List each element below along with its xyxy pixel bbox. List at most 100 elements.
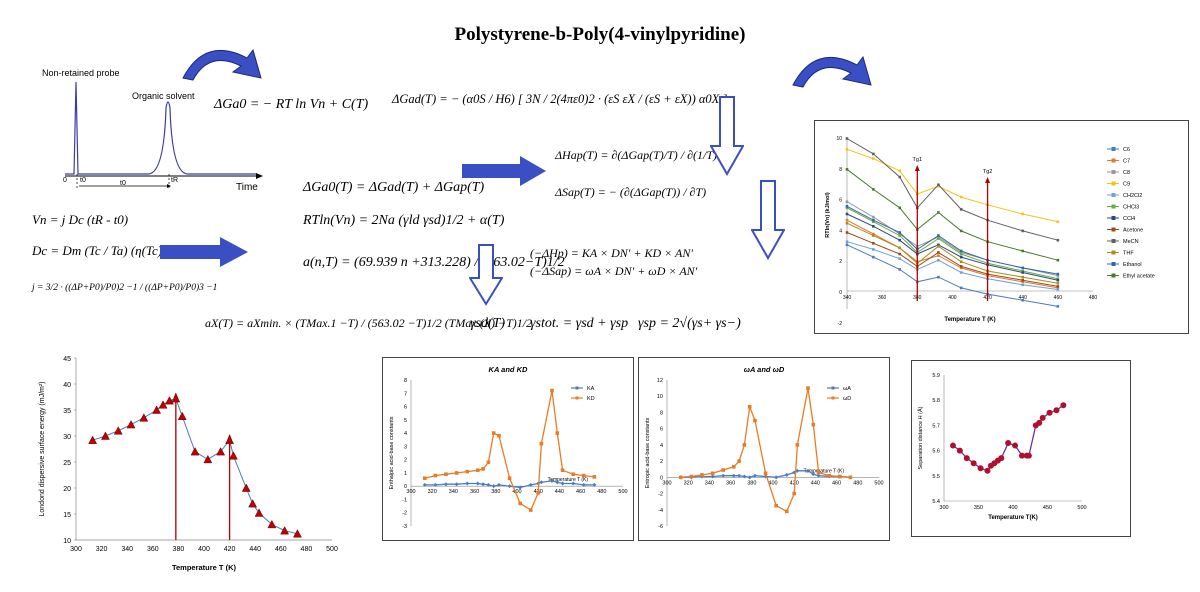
x-tick-label: 350 [974,505,983,511]
y-tick-label: 5.7 [932,423,940,429]
data-point [1053,407,1060,414]
series-point [827,473,831,478]
data-point [126,420,136,429]
x-tick-label: 440 [811,480,820,486]
eq-gibbs-total: ΔGa0 = − RT ln Vn + C(T) [214,97,369,112]
series-point [937,258,940,262]
chrom-t0-mark: t0 [80,177,86,184]
series-point [959,252,963,256]
series-point [560,468,565,473]
y-tick-label: 8 [660,410,663,416]
series-point [937,183,940,187]
series-point [816,470,821,475]
kakd-chart-panel: KA and KD -3 -2 -1 0 1 2 3 4 5 6 7 8 300 320 340 360 380 4… [382,357,634,541]
series-point [491,431,496,435]
series-point [898,246,902,250]
series-point [872,188,875,191]
series-point [1021,212,1025,216]
series-point [937,211,940,214]
block-arrow-right-1 [160,237,248,267]
x-tick-label: 340 [843,295,852,301]
series-point [898,169,902,173]
data-point [1039,414,1046,421]
series-point [774,503,778,508]
legend-label: C8 [1123,170,1130,176]
data-point [171,394,181,403]
series-point [898,231,902,234]
data-point [293,529,302,538]
x-tick-label: 460 [576,489,585,495]
y-tick-label: 0 [404,484,407,490]
series-point [592,475,597,479]
y-tick-label: 2 [660,459,663,465]
x-tick-label: 360 [470,489,479,495]
series-point [937,235,940,239]
x-axis-title: Temperature T (K) [172,563,237,572]
solvent-label: Organic solvent [132,91,195,101]
y-axis-title: Londond dispersive surface energy (mJ/m²… [39,381,46,516]
series-point [700,473,704,477]
legend-label: CH2Cl2 [1123,193,1142,199]
series-point [937,275,940,279]
figure-title: Polystyrene-b-Poly(4-vinylpyridine) [454,24,746,45]
series-point [872,232,875,236]
series-point [837,474,842,479]
curved-arrow-right [792,55,872,88]
eq-vn: Vn = j Dc (tR - t0) [32,212,129,227]
legend-label: Ethanol [1123,262,1142,268]
chart-title: ωA and ωD [744,365,785,374]
series-point [937,234,940,237]
x-tick-label: 340 [121,546,133,553]
data-point [139,413,149,422]
x-axis-title: Temperature T (K) [944,317,995,323]
eq-a-nt: a(n,T) = (69.939 n +313.228) / (563.02−T… [303,255,565,270]
legend-label: KA [587,386,595,392]
series-point [898,234,902,237]
y-tick-label: 20 [63,486,71,493]
series-point [937,251,940,254]
series-point [845,200,849,203]
series-point [550,388,554,393]
x-tick-label: 480 [853,480,862,486]
series-point [1056,272,1060,276]
series-point [742,443,747,447]
series-point [872,218,875,222]
legend-label: ωA [843,386,851,392]
y-axis-title: Enthalpic acid-base constants [389,416,395,489]
x-tick-label: 400 [768,480,777,486]
series-point [710,471,715,476]
series-point [475,468,480,473]
data-point [984,467,991,474]
tg-arrowhead [985,177,991,183]
series-point [763,474,768,479]
eq-entropy: ΔSap(T) = − (∂(ΔGap(T)) / ∂T) [555,185,707,199]
y-tick-label: 8 [839,167,842,173]
data-point [1036,419,1043,426]
series-point [539,480,544,485]
eq-gamma-tot: γstot. = γsd + γsp [530,316,629,331]
y-tick-label: -2 [658,492,663,498]
series-point [784,472,789,477]
x-axis-title: Temperature T(K) [988,515,1038,521]
series-point [481,467,485,471]
series-point [555,480,560,485]
series-point [1056,282,1060,285]
series-point [1056,286,1060,290]
series-point [486,482,491,487]
series-point [784,509,789,514]
series-point [555,431,560,435]
x-tick-label: 440 [1019,295,1028,301]
series-point [454,471,459,475]
omega-chart-panel: ωA and ωD -6 -4 -2 0 2 4 6 8 10 12 300 320 340 360 380 4… [638,357,890,541]
series-point [898,238,902,242]
x-tick-label: 500 [874,480,883,486]
y-tick-label: -2 [838,321,843,327]
london-chart: 10 15 20 25 30 35 40 45 300 320 340 360 380 400 420 440… [39,356,338,572]
y-tick-label: -1 [402,497,407,503]
series-point [1056,288,1060,291]
series-point [560,481,565,486]
x-tick-label: 460 [832,480,841,486]
x-tick-label: 460 [275,546,287,553]
series-point [845,212,849,216]
y-tick-label: -3 [402,524,407,530]
